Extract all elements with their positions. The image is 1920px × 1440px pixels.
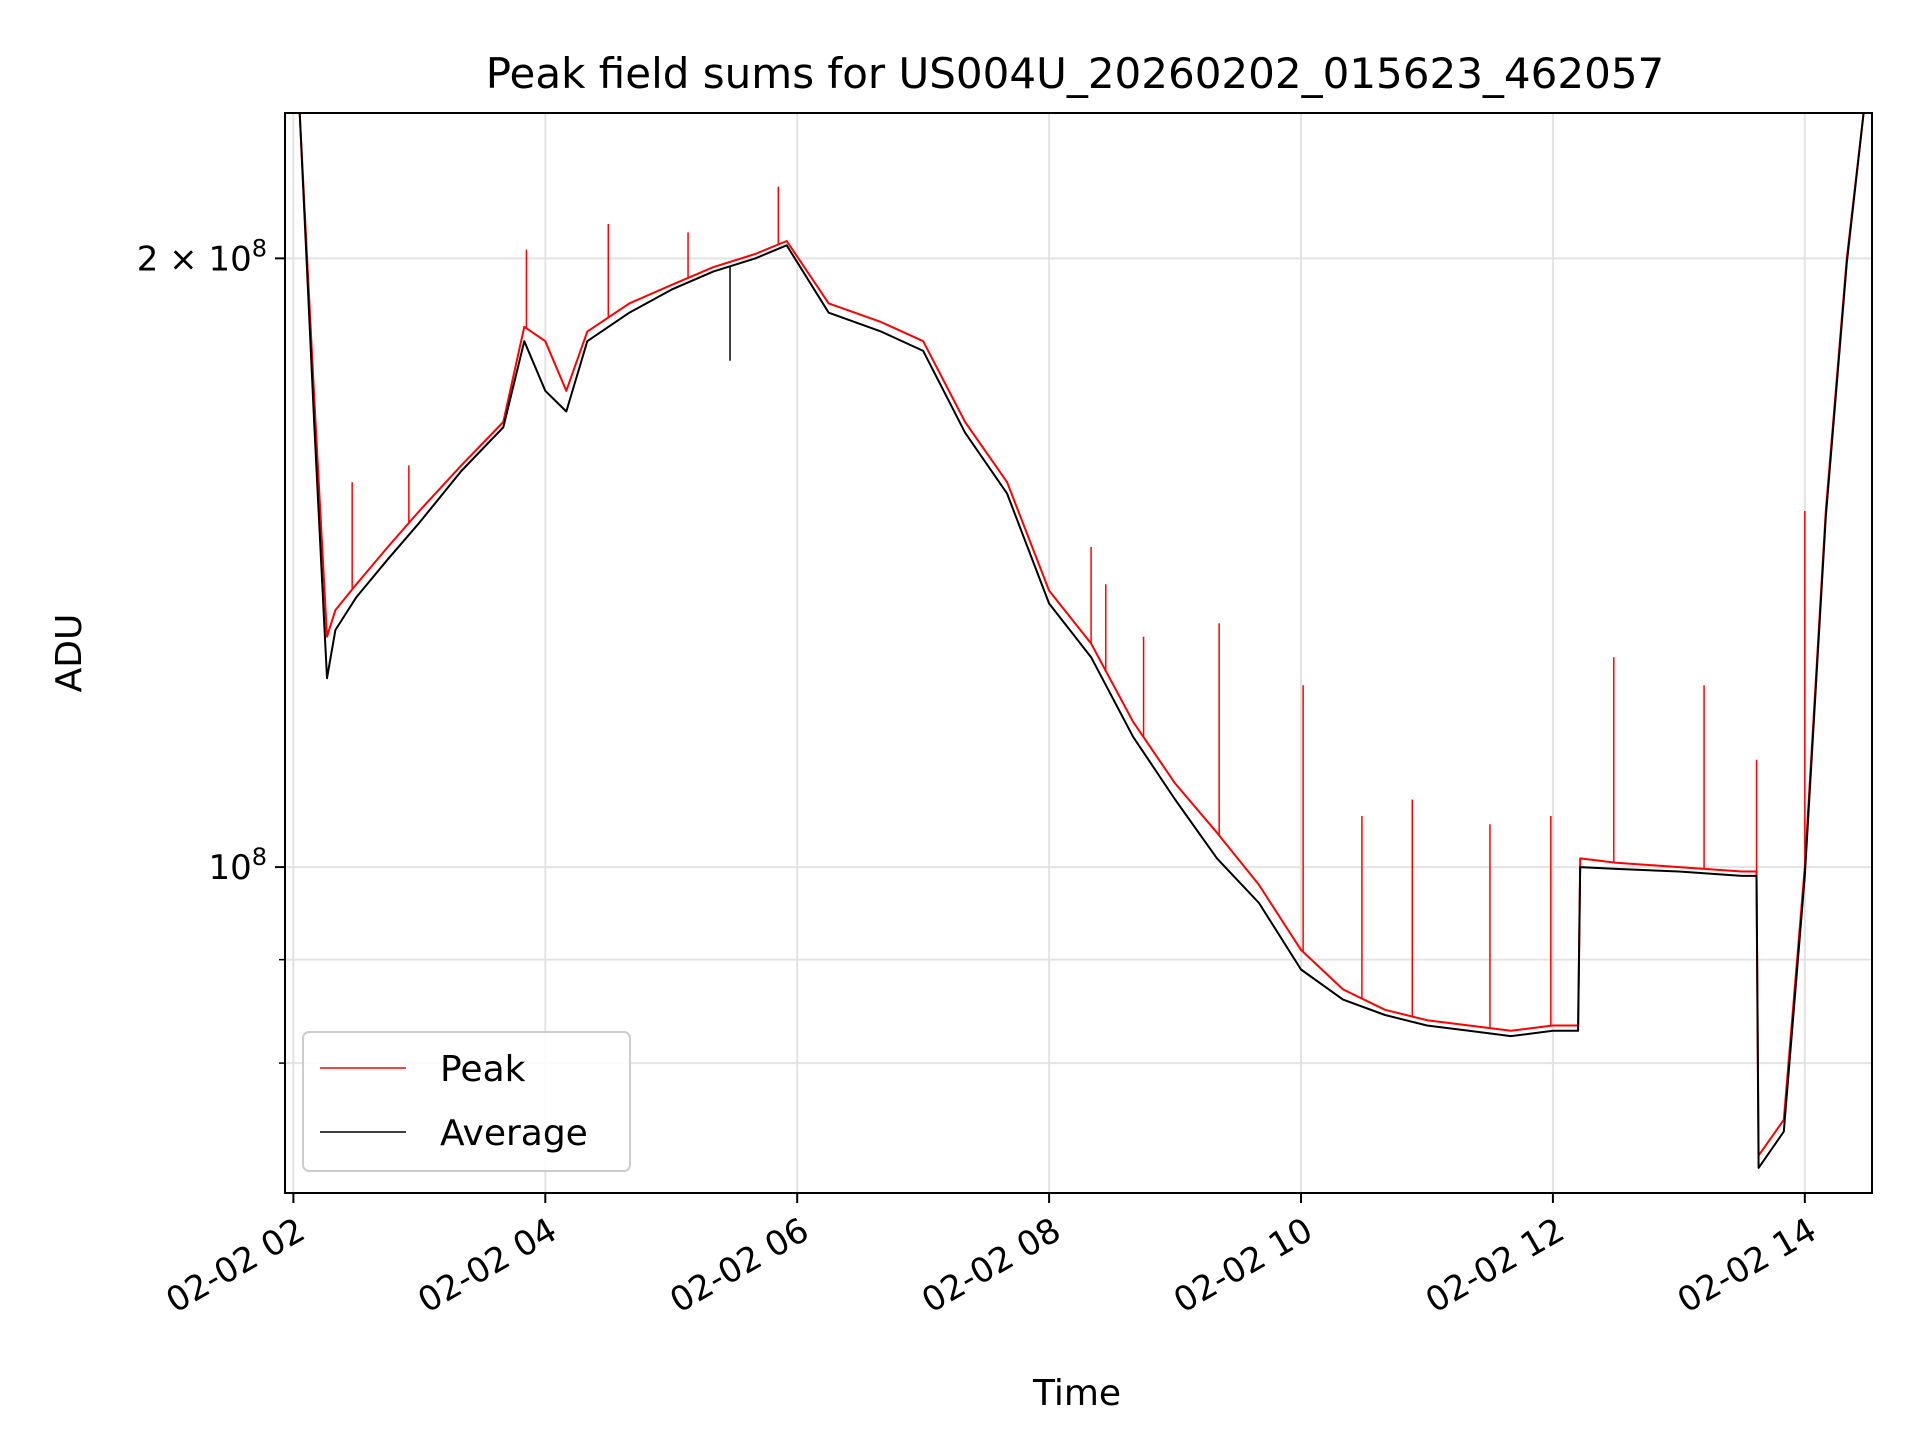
x-tick-label: 02-02 12 — [1419, 1210, 1571, 1321]
x-tick-label: 02-02 14 — [1671, 1210, 1823, 1321]
plot-frame — [284, 112, 1873, 1194]
y-tick-label: 108 — [208, 843, 267, 888]
series-line-average — [285, 112, 1865, 1169]
x-tick-label: 02-02 08 — [915, 1210, 1067, 1321]
x-tick-label: 02-02 04 — [411, 1210, 563, 1321]
chart-title: Peak field sums for US004U_20260202_0156… — [486, 49, 1665, 98]
x-tick-label: 02-02 10 — [1167, 1210, 1319, 1321]
legend-box — [302, 1031, 631, 1172]
legend-label-average: Average — [440, 1113, 588, 1154]
grid — [285, 113, 1872, 1193]
series-line-peak — [285, 112, 1865, 1157]
y-tick-label: 2 × 108 — [137, 234, 267, 279]
legend-label-peak: Peak — [440, 1049, 526, 1090]
x-axis-label: Time — [1032, 1373, 1121, 1414]
y-axis-label: ADU — [49, 614, 90, 693]
y-axis: 108 2 × 108 — [137, 234, 285, 1064]
legend: Peak Average — [302, 1031, 631, 1172]
x-axis: 02-02 02 02-02 04 02-02 06 02-02 08 02-02 10… — [160, 1193, 1823, 1321]
x-tick-label: 02-02 06 — [663, 1210, 815, 1321]
series-layer — [285, 112, 1865, 1169]
x-tick-label: 02-02 02 — [160, 1210, 312, 1321]
